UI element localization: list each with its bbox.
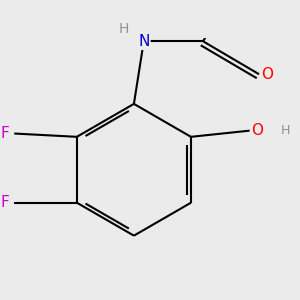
Text: O: O (251, 123, 263, 138)
Text: F: F (1, 126, 9, 141)
Text: H: H (119, 22, 129, 36)
Text: N: N (138, 34, 149, 49)
Text: O: O (261, 67, 273, 82)
Text: H: H (280, 124, 290, 137)
Text: F: F (1, 195, 9, 210)
